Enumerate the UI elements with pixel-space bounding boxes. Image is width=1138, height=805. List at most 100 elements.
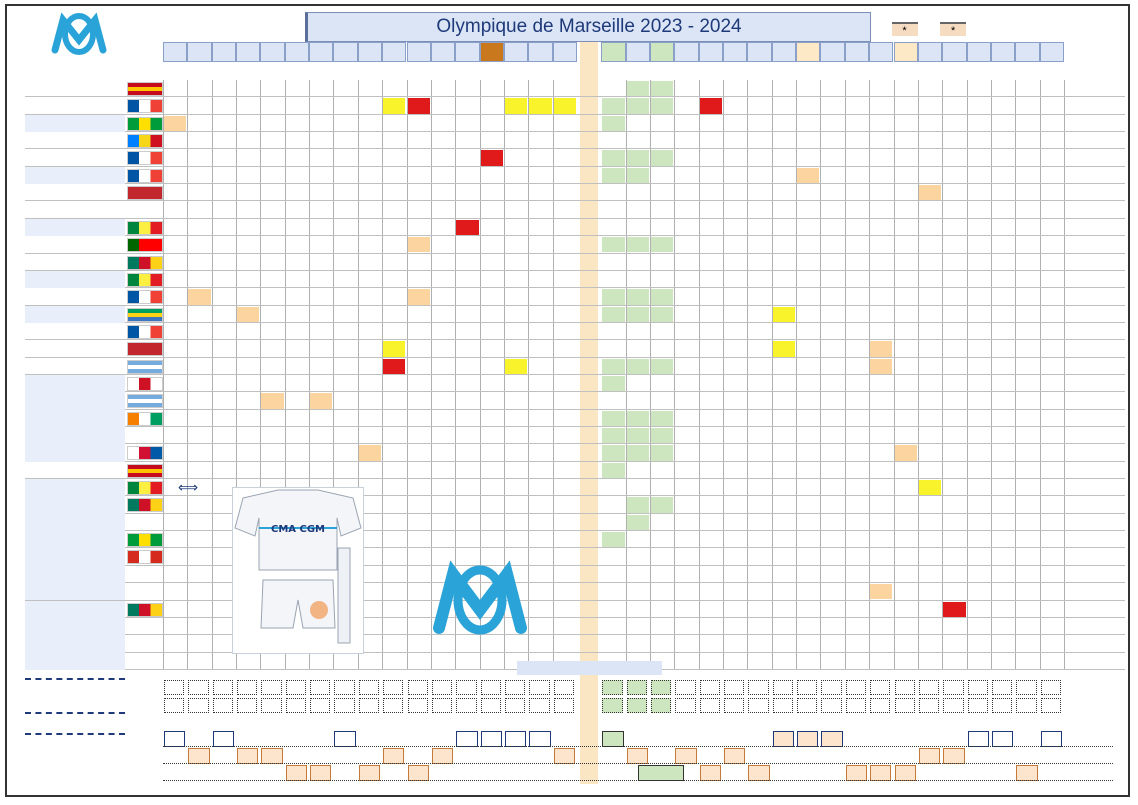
stat-cell	[919, 168, 941, 183]
stat-cell	[895, 98, 917, 113]
stat-cell	[383, 307, 405, 322]
stat-cell	[334, 202, 356, 217]
score-bottom	[845, 698, 867, 713]
stat-cell	[261, 220, 283, 235]
stat-cell	[651, 306, 674, 322]
grid-line	[1039, 80, 1041, 670]
stat-cell	[359, 289, 381, 304]
stat-cell	[310, 185, 332, 200]
stat-cell	[408, 116, 430, 131]
score-top	[504, 680, 526, 695]
stat-cell	[286, 220, 308, 235]
stat-cell	[164, 98, 186, 113]
stat-cell	[456, 133, 478, 148]
stat-cell	[626, 98, 649, 114]
stat-cell	[651, 410, 674, 426]
stat-cell	[237, 306, 260, 322]
stat-cell	[261, 393, 284, 409]
column-header	[625, 42, 650, 62]
stat-cell	[626, 514, 649, 531]
grid-line	[503, 80, 505, 670]
stat-cell	[602, 532, 625, 548]
stat-cell	[675, 549, 697, 564]
stat-cell	[773, 98, 795, 113]
row-line	[25, 252, 1125, 254]
stat-cell	[432, 289, 454, 304]
stat-cell	[383, 168, 405, 183]
stat-cell	[407, 98, 430, 114]
stat-cell	[919, 636, 941, 651]
stat-cell	[1016, 289, 1038, 304]
column-header	[942, 42, 967, 62]
stat-cell	[529, 272, 551, 287]
flag-pa-icon	[127, 446, 163, 461]
stat-cell	[237, 237, 259, 252]
stat-cell	[1041, 480, 1063, 495]
player-name	[25, 288, 125, 305]
player-name	[25, 496, 125, 514]
result-badge	[237, 748, 259, 764]
stat-cell	[700, 307, 722, 322]
stat-cell	[188, 133, 210, 148]
stat-cell	[797, 150, 819, 165]
results-label-win	[25, 733, 125, 750]
stat-cell	[821, 497, 843, 512]
stat-cell	[870, 358, 893, 374]
stat-cell	[870, 168, 892, 183]
stat-cell	[748, 150, 770, 165]
grid-line	[260, 80, 262, 670]
score-bottom	[967, 698, 988, 713]
player-name	[25, 97, 125, 114]
stat-cell	[918, 185, 942, 201]
score-top	[845, 680, 867, 695]
player-name	[25, 652, 125, 670]
column-header	[650, 42, 675, 62]
grid-line	[650, 80, 651, 670]
flag-cd-icon	[127, 134, 163, 149]
stat-cell	[968, 81, 990, 96]
stat-cell	[261, 168, 283, 183]
stat-cell	[505, 116, 527, 131]
stat-cell	[164, 150, 186, 165]
player-name	[25, 583, 125, 601]
flag-cm-icon	[127, 255, 163, 270]
column-header	[869, 42, 894, 62]
stat-cell	[675, 307, 697, 322]
stat-cell	[626, 445, 649, 461]
stat-cell	[554, 307, 576, 322]
stat-cell	[675, 376, 697, 391]
stat-cell	[1041, 359, 1063, 374]
stat-cell	[408, 445, 430, 460]
flag-ma-icon	[127, 342, 163, 357]
stat-cell	[529, 237, 551, 252]
row-line	[25, 304, 1125, 306]
flag-sn-icon	[127, 272, 163, 287]
row-line	[25, 478, 1125, 480]
result-badge	[212, 731, 235, 747]
player-name	[25, 323, 125, 340]
stat-cell	[846, 289, 868, 304]
stat-cell	[359, 116, 381, 131]
grid-line	[796, 80, 798, 670]
column-header	[455, 42, 480, 62]
stat-cell	[164, 133, 186, 148]
score-top	[285, 680, 307, 695]
column-header	[1039, 42, 1064, 62]
results-label-draw	[25, 750, 125, 765]
score-bottom	[699, 698, 721, 713]
stat-cell	[724, 81, 746, 96]
stat-cell	[773, 133, 795, 148]
player-name	[25, 531, 125, 549]
column-header	[601, 42, 626, 62]
flag-ch-icon	[127, 550, 163, 565]
result-badge	[637, 765, 684, 781]
stat-cell	[334, 220, 356, 235]
stat-cell	[1016, 98, 1038, 113]
stat-cell	[481, 133, 503, 148]
result-badge	[188, 748, 210, 764]
grid-line	[625, 80, 627, 670]
score-bottom	[164, 698, 185, 713]
stat-cell	[700, 185, 722, 200]
player-name	[25, 548, 125, 566]
grid-line	[723, 80, 725, 670]
